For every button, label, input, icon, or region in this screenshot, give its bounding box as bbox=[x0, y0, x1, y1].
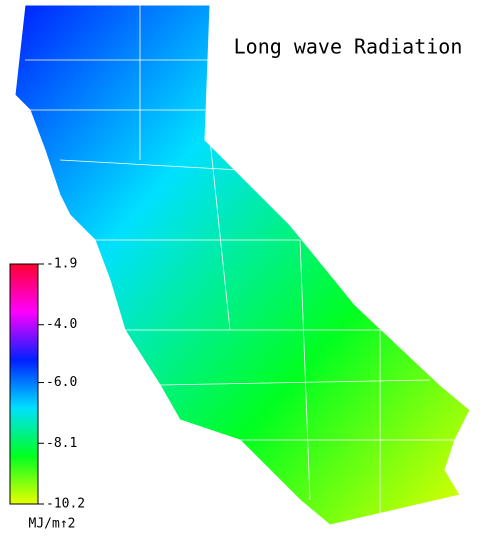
tick-label: -6.0 bbox=[46, 375, 77, 390]
county-lines bbox=[25, 5, 455, 525]
tick-label: -10.2 bbox=[46, 497, 85, 512]
tick-label: -4.0 bbox=[46, 317, 77, 332]
tick-label: -1.9 bbox=[46, 257, 77, 272]
california bbox=[14, 4, 471, 526]
colorbar-unit: MJ/m↑2 bbox=[29, 517, 76, 532]
tick-label: -8.1 bbox=[46, 436, 77, 451]
title: Long wave Radiation bbox=[234, 35, 463, 59]
colorbar bbox=[9, 263, 39, 505]
